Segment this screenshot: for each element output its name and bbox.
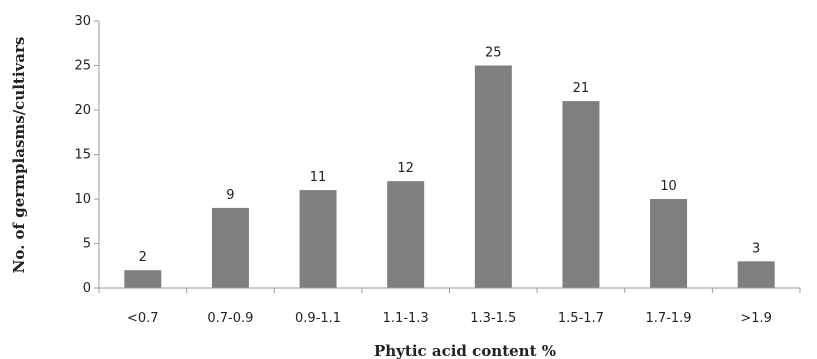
y-tick-label: 30 (74, 14, 91, 29)
x-axis-title: Phytic acid content % (374, 342, 556, 359)
x-tick-label: <0.7 (127, 311, 159, 326)
bar (124, 270, 162, 288)
x-axis-ticks: <0.7 0.7-0.9 0.9-1.1 1.1-1.3 1.3-1.5 1.5-1.7 1… (98, 288, 801, 326)
data-label: 9 (226, 188, 234, 203)
bar (299, 190, 337, 288)
bars: 2 9 11 12 25 21 10 3 (124, 46, 775, 288)
x-tick-label: 0.9-1.1 (295, 311, 341, 326)
data-label: 25 (485, 46, 502, 61)
y-tick-label: 5 (83, 237, 91, 252)
x-tick-label: 1.5-1.7 (558, 311, 604, 326)
bar (387, 181, 425, 288)
bar (474, 65, 512, 288)
x-tick-label: >1.9 (740, 311, 772, 326)
data-label: 21 (573, 81, 590, 96)
bar (211, 207, 249, 288)
y-axis-title: No. of germplasms/cultivars (10, 37, 28, 274)
y-tick-label: 0 (83, 281, 91, 296)
data-label: 2 (139, 250, 147, 265)
y-tick-label: 15 (74, 148, 91, 163)
bar (650, 199, 688, 288)
x-tick-label: 1.3-1.5 (470, 311, 516, 326)
y-axis-ticks: 0 5 10 15 20 25 30 (74, 14, 99, 296)
x-tick-label: 1.7-1.9 (646, 311, 692, 326)
x-tick-label: 1.1-1.3 (383, 311, 429, 326)
bar (562, 101, 600, 288)
data-label: 11 (310, 170, 327, 185)
data-label: 10 (660, 179, 677, 194)
y-tick-label: 25 (74, 59, 91, 74)
data-label: 12 (397, 161, 414, 176)
x-tick-label: 0.7-0.9 (207, 311, 253, 326)
y-tick-label: 20 (74, 103, 91, 118)
bar (737, 261, 775, 288)
y-tick-label: 10 (74, 192, 91, 207)
data-label: 3 (752, 241, 760, 256)
